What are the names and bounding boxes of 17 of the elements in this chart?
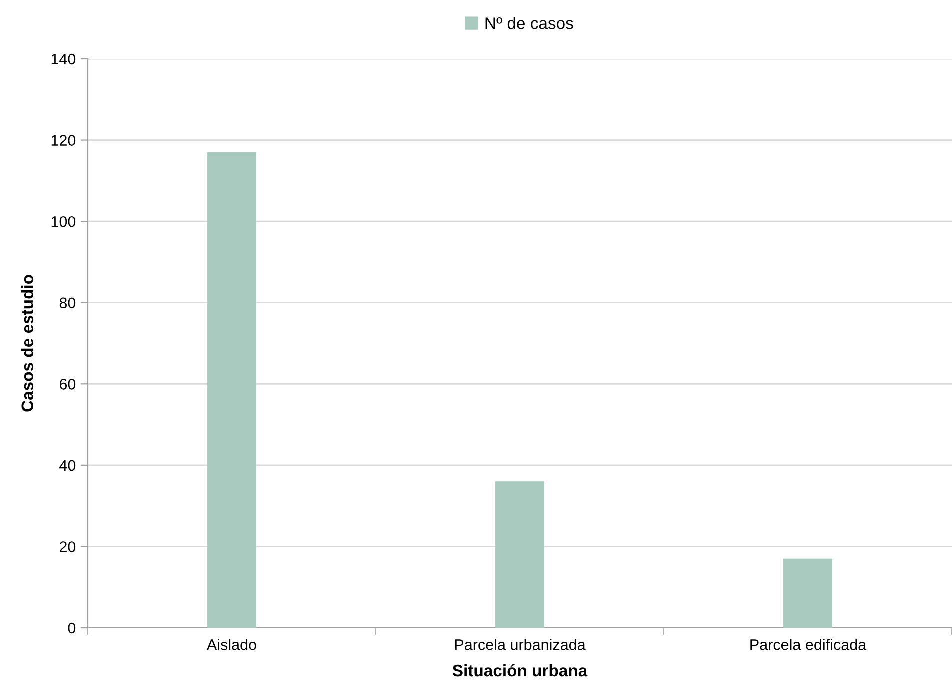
bar xyxy=(208,152,256,628)
y-tick-label: 20 xyxy=(60,542,76,552)
x-tick-label: Aislado xyxy=(206,639,256,650)
y-tick-label: 0 xyxy=(68,622,76,634)
bar xyxy=(496,482,544,628)
y-tick-label: 60 xyxy=(60,379,76,390)
x-tick-label: Parcela edificada xyxy=(750,639,867,650)
x-axis-title: Situación urbana xyxy=(452,664,588,677)
y-tick-label: 40 xyxy=(60,460,76,472)
y-tick-label: 120 xyxy=(52,135,76,146)
x-tick-label: Parcela urbanizada xyxy=(455,639,586,650)
y-tick-label: 100 xyxy=(52,216,76,228)
bar xyxy=(784,558,832,628)
y-tick-label: 80 xyxy=(60,298,76,309)
legend-label: Nº de casos xyxy=(486,17,574,30)
y-tick-label: 140 xyxy=(52,54,76,65)
y-axis-title: Casos de estudio xyxy=(21,275,34,412)
